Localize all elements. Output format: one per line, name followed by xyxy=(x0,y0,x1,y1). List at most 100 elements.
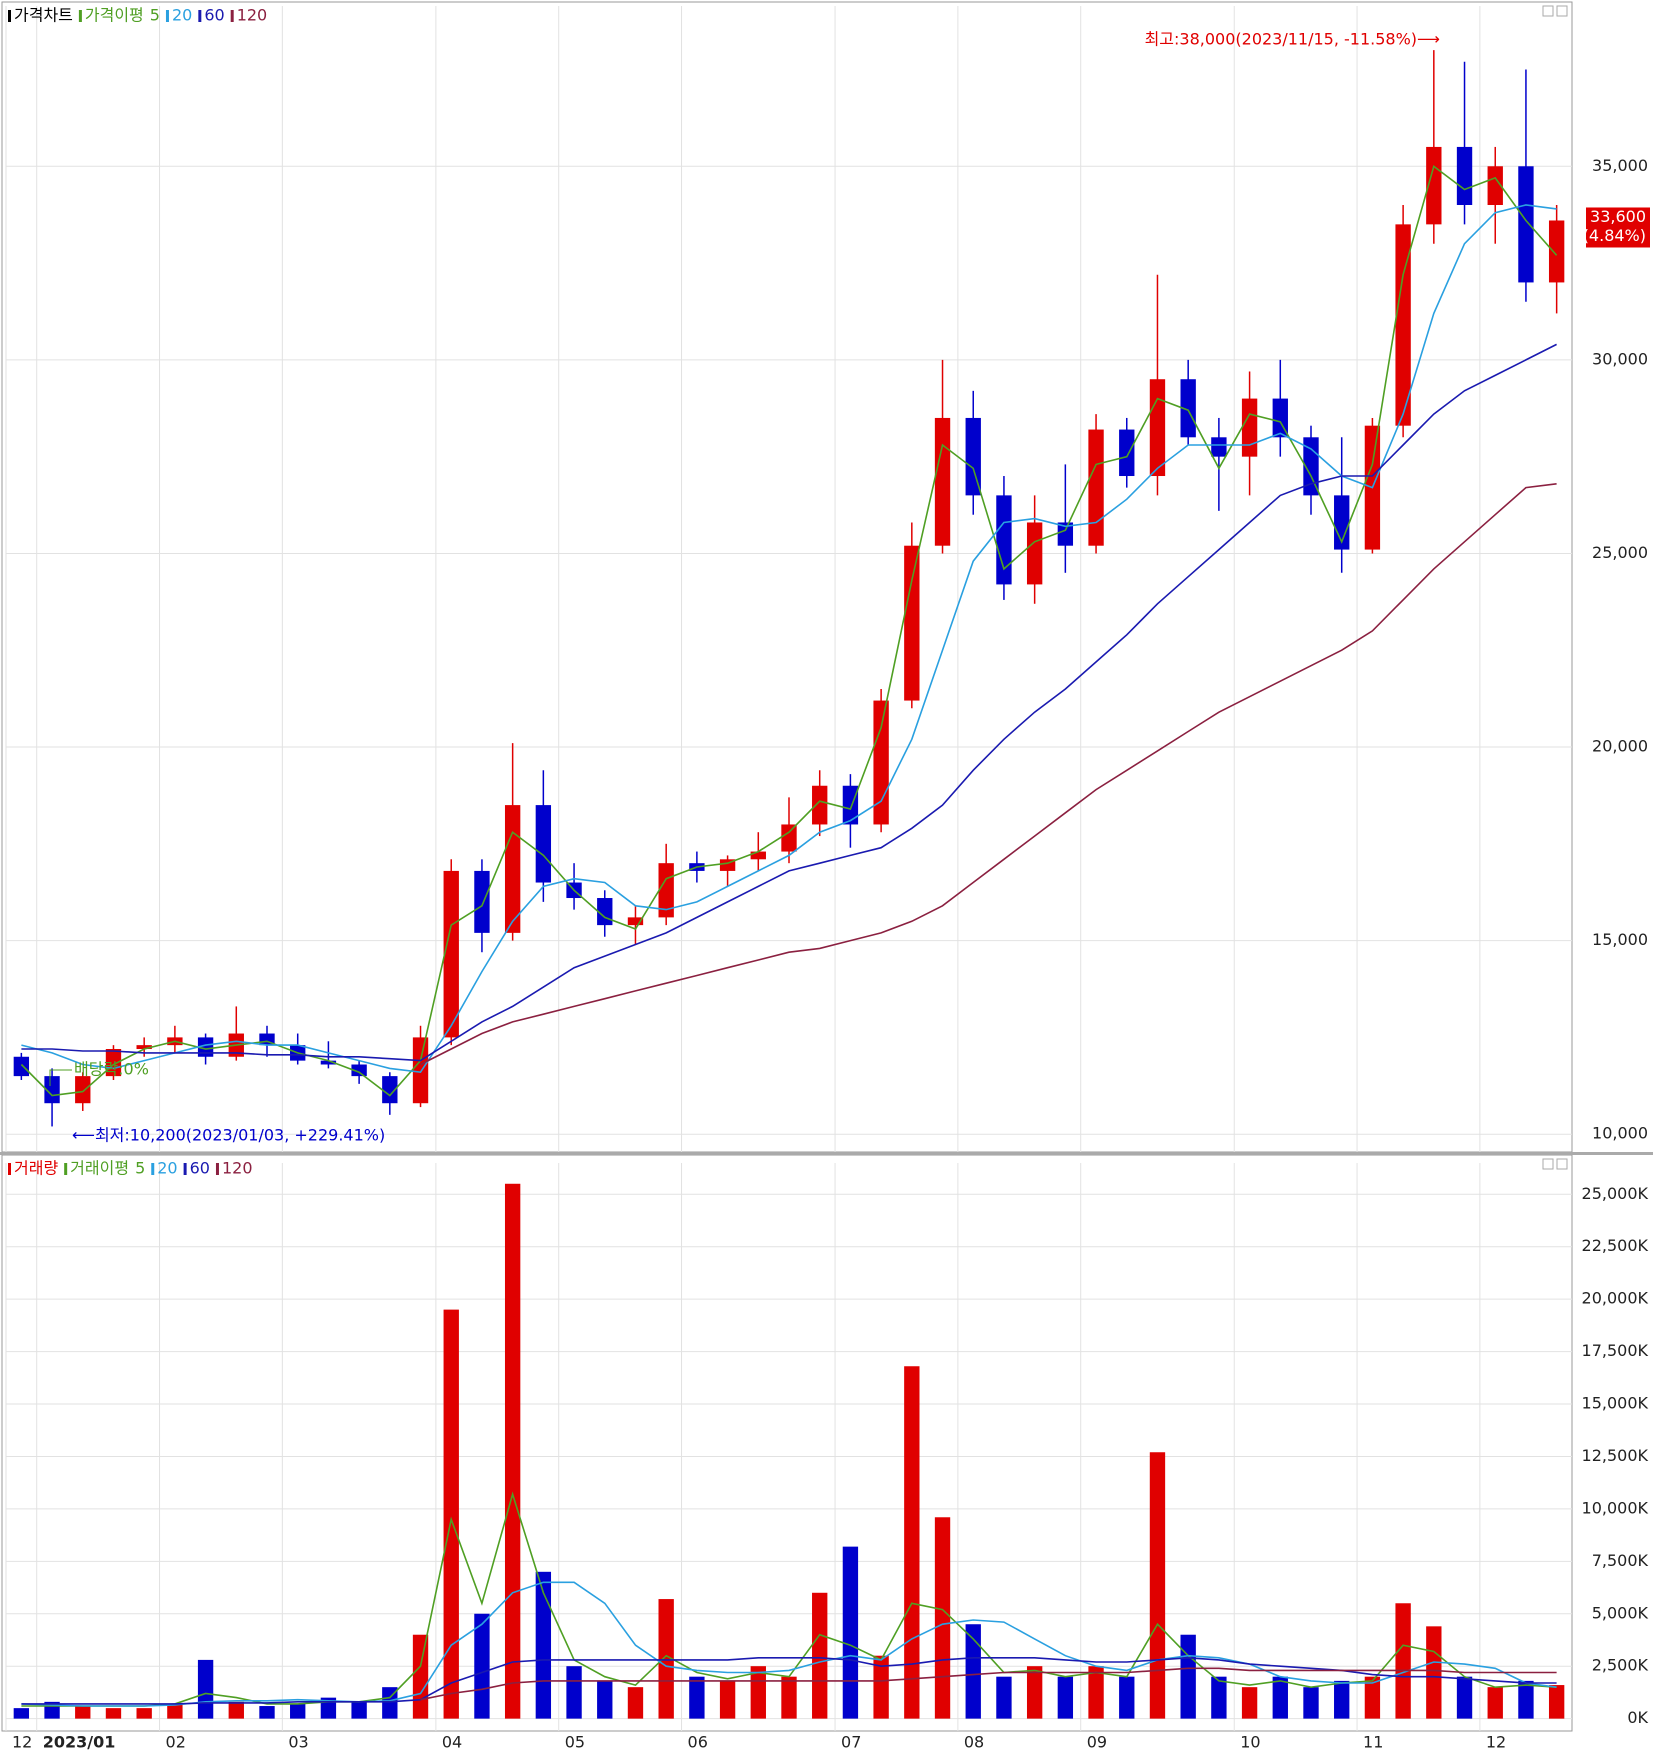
dividend-annotation: 배당락:0% xyxy=(74,1060,149,1079)
legend-marker xyxy=(165,10,169,22)
x-tick-label: 05 xyxy=(565,1733,585,1752)
volume-bar xyxy=(1395,1603,1411,1719)
volume-bar xyxy=(1088,1666,1104,1719)
legend-marker xyxy=(230,10,234,22)
candle-body xyxy=(1088,429,1104,546)
x-tick-label: 12 xyxy=(12,1733,32,1752)
legend-label: 60 xyxy=(190,1159,210,1178)
candle-body xyxy=(873,700,889,825)
volume-bar xyxy=(1026,1666,1043,1719)
volume-bar xyxy=(597,1680,613,1719)
x-tick-label: 06 xyxy=(688,1733,708,1752)
legend-marker xyxy=(78,10,82,22)
y-tick-label: 2,500K xyxy=(1592,1656,1649,1675)
pane-button[interactable] xyxy=(1556,5,1568,17)
volume-bar xyxy=(719,1680,736,1719)
volume-bar xyxy=(750,1666,766,1719)
volume-bar xyxy=(1241,1687,1258,1719)
candle-body xyxy=(320,1060,337,1065)
y-tick-label: 7,500K xyxy=(1592,1551,1649,1570)
legend-label: 120 xyxy=(222,1159,253,1178)
volume-bar xyxy=(1211,1676,1227,1719)
volume-bar xyxy=(290,1703,306,1719)
legend-label: 5 xyxy=(150,6,160,25)
legend-marker xyxy=(215,1163,219,1175)
legend-label: 거래이평 xyxy=(70,1159,129,1178)
last-price-label: 33,600 xyxy=(1590,207,1646,226)
legend-label: 60 xyxy=(204,6,224,25)
volume-bar xyxy=(412,1634,429,1719)
candle-body xyxy=(1057,522,1074,546)
legend-marker xyxy=(64,1163,68,1175)
candle-body xyxy=(904,545,920,701)
volume-bar xyxy=(1456,1676,1473,1719)
y-tick-label: 15,000 xyxy=(1592,930,1648,949)
volume-bar xyxy=(228,1701,244,1719)
candle-body xyxy=(535,805,552,883)
candle-body xyxy=(351,1064,367,1077)
volume-bar xyxy=(75,1706,91,1719)
y-tick-label: 10,000K xyxy=(1582,1498,1649,1517)
volume-bar xyxy=(689,1676,705,1719)
volume-bar xyxy=(873,1655,889,1719)
volume-bar xyxy=(1119,1676,1135,1719)
candle-body xyxy=(627,917,644,926)
y-tick-label: 20,000 xyxy=(1592,737,1648,756)
candle-body xyxy=(1180,379,1196,438)
pane-button[interactable] xyxy=(1542,1158,1554,1170)
legend-marker xyxy=(8,10,11,22)
legend-label: 가격차트 xyxy=(14,6,73,25)
legend-marker xyxy=(198,10,202,22)
candle-body xyxy=(1456,146,1473,206)
candle-body xyxy=(1487,166,1503,206)
pane-button[interactable] xyxy=(1556,1158,1568,1170)
x-tick-label: 2023/01 xyxy=(43,1733,116,1752)
volume-bar xyxy=(443,1309,459,1719)
volume-bar xyxy=(1149,1452,1166,1719)
candle-body xyxy=(719,859,736,871)
labels: 최고:38,000(2023/11/15, -11.58%)⟶ ⟵최저:10,2… xyxy=(8,6,1650,1752)
candle-body xyxy=(443,870,459,1038)
volume-bar xyxy=(351,1701,367,1719)
candle-body xyxy=(1149,379,1166,477)
volume-bar xyxy=(1180,1634,1196,1719)
volume-bar xyxy=(1364,1676,1381,1719)
moving-average xyxy=(21,343,1557,1062)
candle-body xyxy=(1426,146,1442,225)
candle-body xyxy=(965,417,981,496)
legend-marker xyxy=(8,1163,11,1175)
volume-bar xyxy=(136,1708,152,1719)
candle-body xyxy=(259,1033,275,1046)
legend-label: 5 xyxy=(135,1159,145,1178)
volume-bar xyxy=(197,1659,214,1719)
volume-bar xyxy=(781,1676,797,1719)
x-tick-label: 04 xyxy=(442,1733,462,1752)
high-annotation: 최고:38,000(2023/11/15, -11.58%)⟶ xyxy=(1145,30,1440,49)
legend-label: 20 xyxy=(157,1159,177,1178)
candle-body xyxy=(781,824,797,852)
x-tick-label: 03 xyxy=(288,1733,308,1752)
x-tick-label: 08 xyxy=(964,1733,984,1752)
volume-bar xyxy=(1487,1687,1503,1719)
volume-bar xyxy=(1334,1680,1350,1719)
legend-label: 120 xyxy=(237,6,268,25)
volume-bar xyxy=(812,1592,828,1719)
candle-body xyxy=(1548,220,1565,283)
volume-bar xyxy=(167,1703,183,1719)
y-tick-label: 17,500K xyxy=(1582,1341,1649,1360)
candle-body xyxy=(1241,398,1258,457)
candle-body xyxy=(105,1049,122,1077)
volume-bar xyxy=(13,1708,30,1719)
volume-bar xyxy=(965,1624,981,1719)
y-tick-label: 25,000 xyxy=(1592,543,1648,562)
moving-average xyxy=(21,1491,1557,1707)
candle-body xyxy=(136,1045,152,1050)
candle-body xyxy=(474,870,490,933)
volume-bar xyxy=(904,1366,920,1719)
y-tick-label: 5,000K xyxy=(1592,1603,1649,1622)
pane-button[interactable] xyxy=(1542,5,1554,17)
volume-bar xyxy=(1518,1680,1534,1719)
moving-average xyxy=(21,1656,1557,1705)
